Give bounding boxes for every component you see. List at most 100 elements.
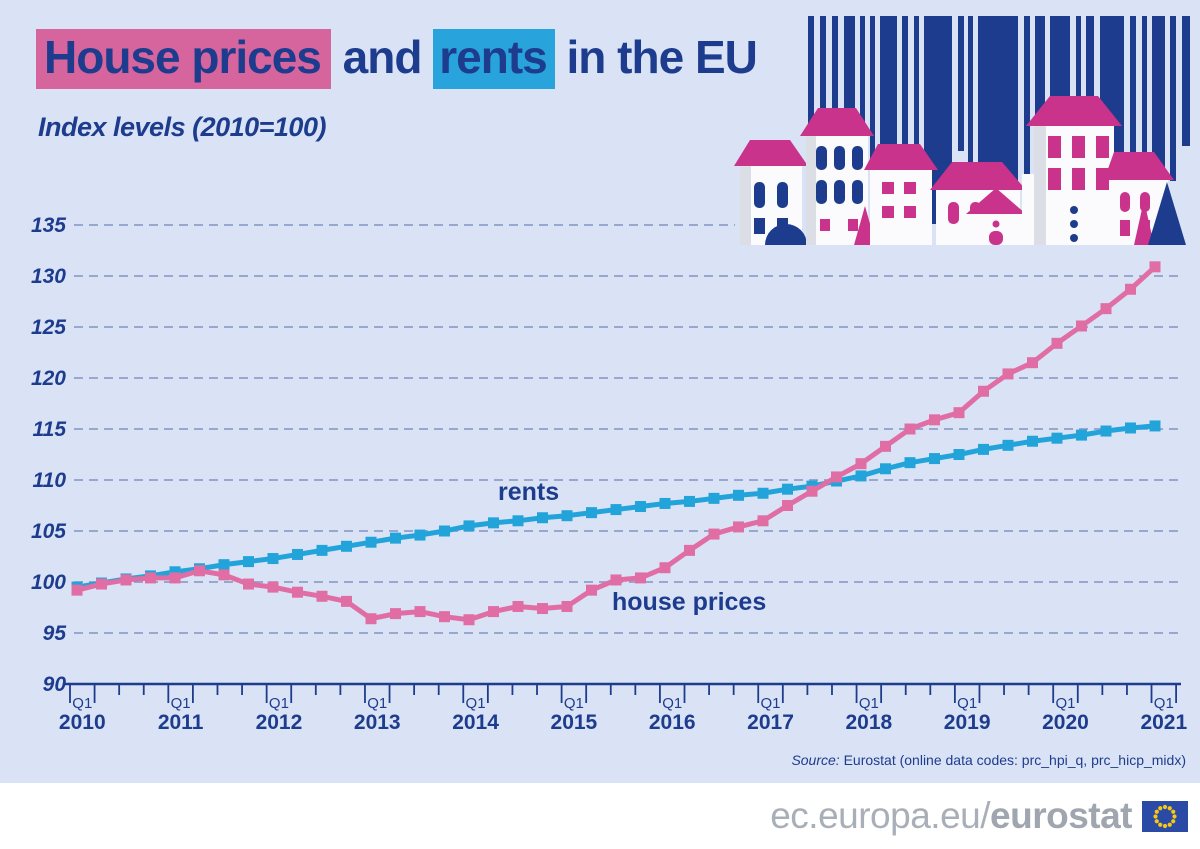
house-roof — [1026, 96, 1122, 126]
house-roof — [864, 144, 938, 170]
house-shape — [904, 182, 916, 194]
data-point-marker — [463, 614, 475, 626]
x-axis-year-label: 2014 — [452, 711, 499, 734]
x-axis-year-label: 2017 — [747, 711, 794, 734]
data-point-marker — [218, 559, 230, 571]
flag-star — [1167, 805, 1172, 810]
x-axis-year-label: 2012 — [256, 711, 303, 734]
x-axis-year-label: 2011 — [158, 711, 204, 734]
x-axis-quarter-label: Q1 — [269, 695, 289, 712]
data-point-marker — [512, 515, 524, 527]
data-point-marker — [218, 569, 230, 581]
data-point-marker — [929, 414, 940, 426]
data-point-marker — [855, 458, 867, 470]
x-axis-quarter-label: Q1 — [859, 695, 879, 712]
barcode-bar — [1182, 16, 1190, 146]
y-axis-tick-label: 115 — [33, 418, 67, 441]
y-axis-tick-label: 135 — [31, 214, 66, 237]
dot — [1070, 234, 1078, 242]
barcode-bar — [860, 16, 865, 211]
data-point-marker — [782, 500, 793, 511]
data-point-marker — [733, 521, 744, 533]
data-point-marker — [71, 584, 83, 596]
data-point-marker — [1125, 422, 1136, 434]
x-axis-year-label: 2021 — [1140, 711, 1187, 734]
data-point-marker — [684, 544, 695, 556]
data-point-marker — [439, 525, 450, 537]
source-label: Source: — [791, 752, 840, 768]
dot — [1070, 220, 1078, 228]
flag-star — [1172, 813, 1177, 819]
barcode-bar — [844, 16, 855, 166]
series-house-prices — [71, 261, 1161, 626]
barcode-bar — [1142, 16, 1147, 164]
data-point-marker — [610, 504, 622, 516]
source-note: Source: Eurostat (online data codes: prc… — [791, 752, 1186, 768]
door — [989, 231, 1003, 245]
house-roof — [800, 108, 874, 136]
data-point-marker — [488, 606, 499, 618]
x-axis-year-label: 2013 — [354, 711, 401, 734]
barcode-bar — [870, 16, 875, 191]
title-highlight-rents: rents — [433, 29, 555, 89]
window — [1072, 136, 1085, 158]
flag-star — [1158, 805, 1163, 810]
x-axis-quarter-label: Q1 — [662, 695, 682, 712]
y-axis-tick-label: 100 — [31, 571, 66, 594]
data-point-marker — [929, 453, 940, 465]
house-roof — [930, 162, 1026, 190]
data-point-marker — [463, 520, 475, 532]
barcode-bar — [1130, 16, 1136, 221]
data-point-marker — [880, 463, 891, 475]
barcode-bar — [902, 16, 908, 171]
data-point-marker — [292, 586, 303, 598]
data-point-marker — [757, 487, 769, 499]
data-point-marker — [390, 608, 401, 620]
data-point-marker — [1051, 337, 1063, 349]
data-point-marker — [1076, 320, 1087, 332]
x-axis-quarter-label: Q1 — [72, 695, 92, 712]
data-point-marker — [904, 457, 916, 469]
data-point-marker — [365, 613, 377, 625]
data-point-marker — [782, 483, 793, 495]
data-point-marker — [194, 565, 205, 577]
x-axis-quarter-label: Q1 — [1154, 695, 1174, 712]
series-label-house-prices: house prices — [612, 588, 766, 616]
data-point-marker — [1051, 432, 1063, 444]
data-point-marker — [1149, 420, 1161, 432]
y-axis-tick-label: 125 — [31, 316, 66, 339]
y-axis-tick-label: 110 — [33, 469, 67, 492]
x-axis-year-label: 2018 — [845, 711, 892, 734]
data-point-marker — [635, 572, 646, 584]
data-point-marker — [855, 470, 867, 482]
data-point-marker — [561, 510, 573, 522]
series-label-rents: rents — [498, 478, 559, 506]
title-middle-text: and — [330, 31, 434, 83]
y-axis-tick-label: 90 — [43, 673, 67, 696]
data-point-marker — [659, 497, 671, 509]
window — [816, 146, 827, 170]
house-shape — [882, 182, 894, 194]
tree — [1148, 182, 1186, 245]
house-shape — [904, 206, 916, 218]
data-point-marker — [1027, 435, 1038, 447]
tree — [1134, 200, 1154, 245]
data-point-marker — [316, 544, 328, 556]
title-highlight-house-prices: House prices — [36, 29, 331, 89]
window — [1048, 136, 1061, 158]
data-point-marker — [757, 515, 769, 527]
barcode-bar — [958, 16, 964, 151]
data-point-marker — [341, 595, 352, 607]
data-point-marker — [120, 574, 132, 586]
footer-url: ec.europa.eu/eurostat — [770, 795, 1132, 837]
data-point-marker — [953, 407, 965, 419]
data-point-marker — [267, 553, 279, 565]
data-point-marker — [953, 449, 965, 460]
source-text: Eurostat (online data codes: prc_hpi_q, … — [839, 752, 1186, 768]
barcode-bar — [1170, 16, 1176, 181]
window — [1120, 220, 1130, 236]
data-point-marker — [708, 528, 720, 540]
flag-star — [1154, 809, 1159, 814]
window — [1048, 168, 1061, 190]
data-point-marker — [1125, 283, 1136, 295]
